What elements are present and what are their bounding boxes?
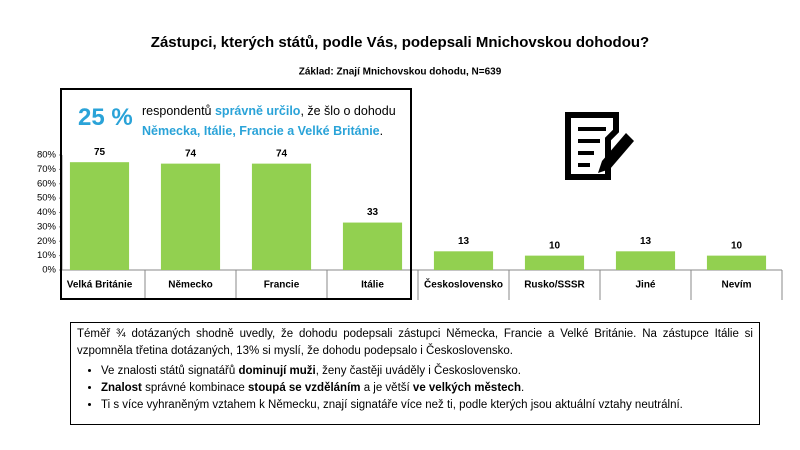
data-label: 10 bbox=[549, 240, 561, 251]
text-segment: , že šlo o dohodu bbox=[300, 104, 396, 118]
callout-text: respondentů správně určilo, že šlo o doh… bbox=[142, 101, 396, 141]
text-segment: správně určilo bbox=[214, 104, 301, 118]
text-segment: respondentů bbox=[142, 104, 215, 118]
document-icon bbox=[565, 112, 634, 180]
data-label: 75 bbox=[94, 147, 106, 158]
text-segment: ve velkých městech bbox=[412, 382, 521, 394]
text-segment: Znalost bbox=[101, 382, 142, 394]
text-segment: správné kombinace bbox=[141, 382, 249, 394]
bar bbox=[251, 163, 312, 270]
text-segment: stoupá se vzděláním bbox=[248, 382, 361, 394]
data-label: 13 bbox=[640, 236, 652, 247]
text-segment: Německa, Itálie, Francie a Velké Británi… bbox=[142, 124, 380, 138]
callout: 25 % respondentů správně určilo, že šlo … bbox=[60, 88, 412, 300]
x-tick-label: Německo bbox=[168, 280, 212, 291]
chart-title: Zástupci, kterých států, podle Vás, pode… bbox=[151, 34, 649, 51]
text-segment: . bbox=[379, 124, 384, 138]
y-tick-label: 30% bbox=[37, 221, 57, 232]
y-tick-label: 80% bbox=[37, 150, 57, 161]
chart-subtitle: Základ: Znají Mnichovskou dohodu, N=639 bbox=[299, 67, 502, 78]
text-segment: . bbox=[520, 382, 525, 394]
text-segment: dominují muži bbox=[238, 365, 316, 377]
bar bbox=[160, 163, 221, 270]
bar bbox=[524, 255, 585, 270]
y-tick-label: 50% bbox=[37, 193, 57, 204]
bar bbox=[69, 162, 130, 270]
data-label: 74 bbox=[185, 148, 197, 159]
x-tick-label: Jiné bbox=[635, 280, 655, 291]
bar bbox=[433, 251, 494, 270]
text-segment: , ženy častěji uváděly i Československo. bbox=[315, 365, 521, 377]
y-tick-label: 60% bbox=[37, 178, 57, 189]
x-tick-label: Velká Británie bbox=[67, 280, 133, 291]
y-tick-label: 40% bbox=[37, 207, 57, 218]
bar bbox=[706, 255, 767, 270]
x-tick-label: Československo bbox=[424, 278, 503, 291]
y-tick-label: 10% bbox=[37, 250, 57, 261]
data-label: 33 bbox=[367, 207, 379, 218]
note-bullet: Ti s více vyhraněným vztahem k Německu, … bbox=[101, 397, 753, 414]
x-tick-label: Rusko/SSSR bbox=[524, 280, 585, 291]
x-tick-label: Itálie bbox=[361, 280, 384, 291]
text-segment: Ve znalosti států signatářů bbox=[101, 365, 239, 377]
data-label: 13 bbox=[458, 236, 470, 247]
note-box: Téměř ¾ dotázaných shodně uvedly, že doh… bbox=[70, 322, 760, 425]
y-tick-label: 20% bbox=[37, 236, 57, 247]
note-bullet: Ve znalosti států signatářů dominují muž… bbox=[101, 363, 753, 380]
text-segment: Ti s více vyhraněným vztahem k Německu, … bbox=[101, 399, 683, 411]
y-tick-label: 0% bbox=[42, 265, 56, 276]
bar bbox=[615, 251, 676, 270]
data-label: 74 bbox=[276, 148, 288, 159]
note-paragraph: Téměř ¾ dotázaných shodně uvedly, že doh… bbox=[77, 328, 753, 357]
x-tick-label: Francie bbox=[264, 280, 300, 291]
y-tick-label: 70% bbox=[37, 164, 57, 175]
callout-number: 25 % bbox=[78, 104, 133, 131]
note-bullet: Znalost správné kombinace stoupá se vzdě… bbox=[101, 380, 753, 397]
bar bbox=[342, 222, 403, 270]
x-tick-label: Nevím bbox=[721, 280, 751, 291]
data-label: 10 bbox=[731, 240, 743, 251]
text-segment: a je větší bbox=[360, 382, 413, 394]
